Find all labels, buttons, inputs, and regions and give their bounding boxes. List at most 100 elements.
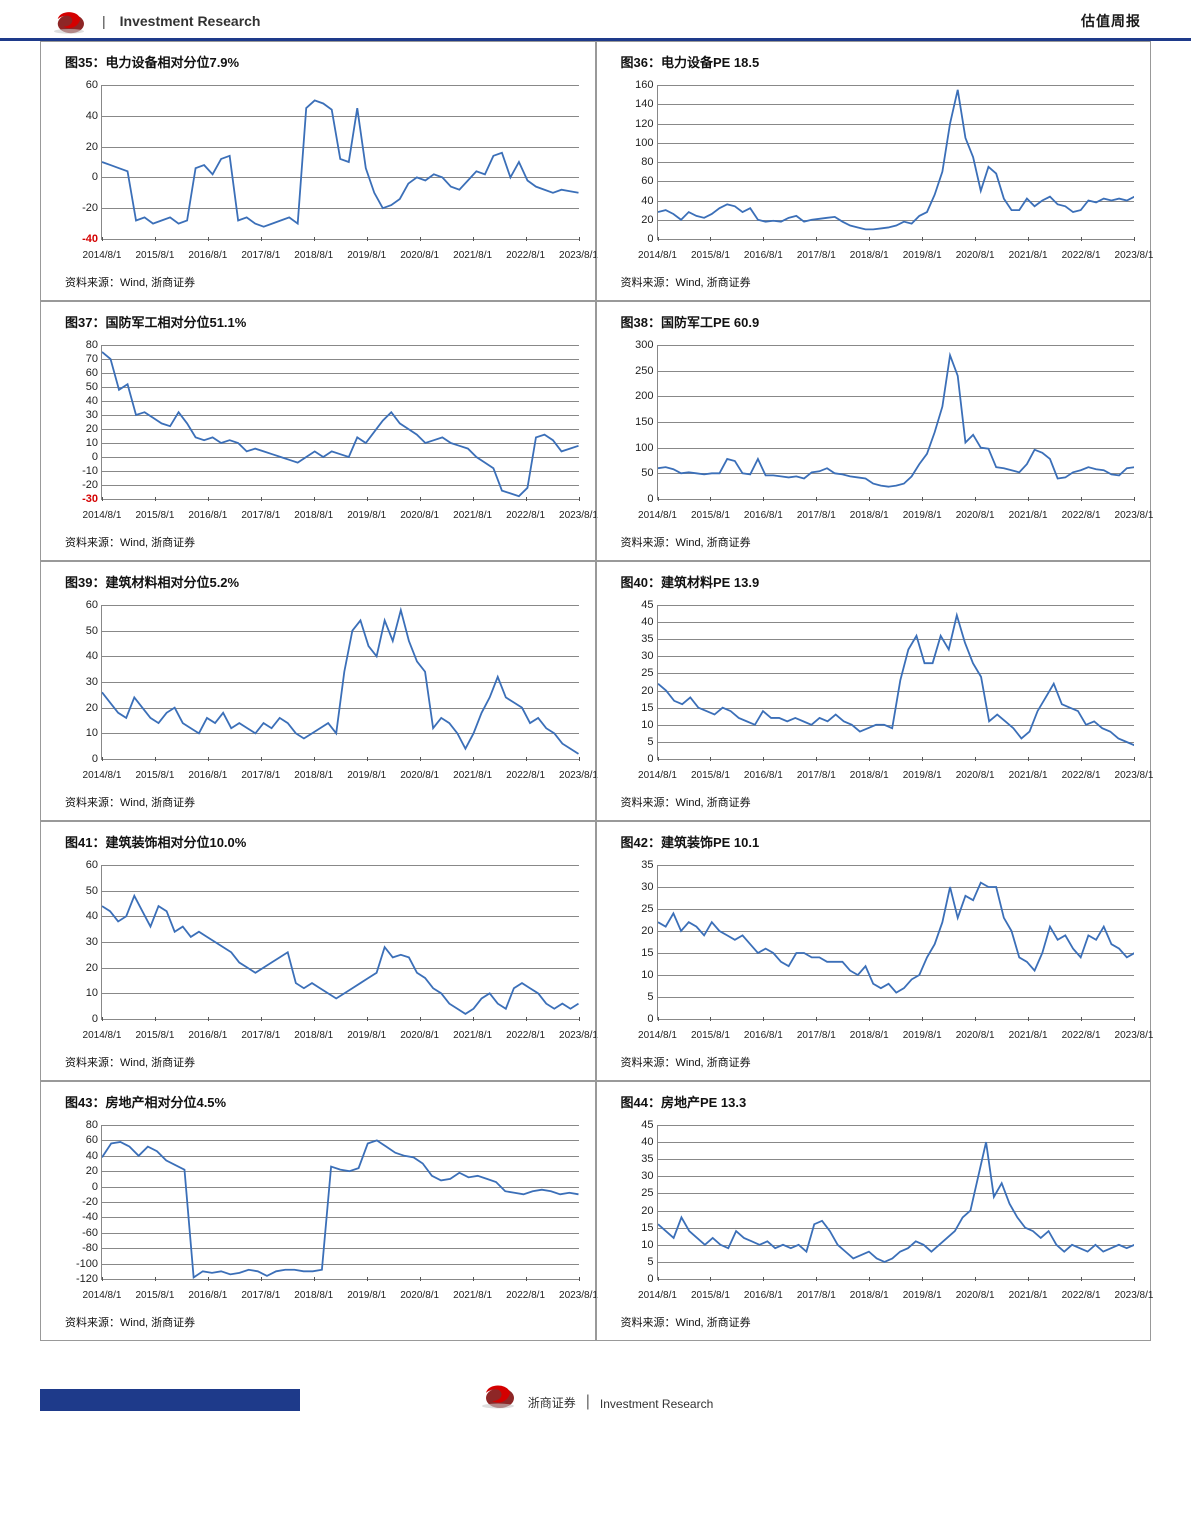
header-separator: |	[102, 13, 106, 29]
x-axis-label: 2021/8/1	[453, 1030, 492, 1041]
data-line	[102, 896, 579, 1014]
y-axis-label: 20	[614, 1205, 654, 1217]
header-left: | Investment Research	[50, 6, 260, 36]
x-axis-label: 2015/8/1	[691, 1290, 730, 1301]
y-axis-label: 60	[58, 1134, 98, 1146]
y-axis-label: 0	[58, 1181, 98, 1193]
y-axis-label: 5	[614, 991, 654, 1003]
x-axis-label: 2015/8/1	[691, 1030, 730, 1041]
chart-box: -30-20-10010203040506070802014/8/12015/8…	[101, 345, 579, 500]
x-axis-label: 2019/8/1	[347, 250, 386, 261]
x-tick	[579, 1017, 580, 1021]
page-footer: 浙商证券 | Investment Research	[0, 1371, 1191, 1411]
y-axis-label: 10	[58, 987, 98, 999]
chart-source-text: 资料来源：Wind, 浙商证券	[597, 266, 1151, 300]
y-axis-label: 40	[58, 650, 98, 662]
y-axis-label: 35	[614, 633, 654, 645]
x-axis-label: 2021/8/1	[453, 250, 492, 261]
x-axis-label: 2015/8/1	[135, 510, 174, 521]
x-axis-label: 2019/8/1	[347, 1290, 386, 1301]
x-axis-label: 2014/8/1	[83, 770, 122, 781]
chart-plot-area: 0204060801001201401602014/8/12015/8/1201…	[597, 81, 1151, 266]
chart-cell: 图42：建筑装饰PE 10.1051015202530352014/8/1201…	[596, 821, 1152, 1081]
y-axis-label: 15	[614, 947, 654, 959]
x-axis-label: 2021/8/1	[453, 510, 492, 521]
y-axis-label: 250	[614, 365, 654, 377]
y-axis-label: 100	[614, 137, 654, 149]
x-axis-label: 2014/8/1	[638, 1290, 677, 1301]
x-axis-label: 2022/8/1	[1062, 510, 1101, 521]
y-axis-label: 20	[58, 962, 98, 974]
chart-cell: 图35：电力设备相对分位7.9%-40-2002040602014/8/1201…	[40, 41, 596, 301]
gridline	[658, 239, 1135, 240]
y-axis-label: 50	[58, 381, 98, 393]
chart-plot-area: 01020304050602014/8/12015/8/12016/8/1201…	[41, 601, 595, 786]
x-axis-label: 2022/8/1	[1062, 770, 1101, 781]
x-axis-label: 2014/8/1	[638, 250, 677, 261]
chart-cell: 图37：国防军工相对分位51.1%-30-20-1001020304050607…	[40, 301, 596, 561]
y-axis-label: 0	[614, 1273, 654, 1285]
x-axis-label: 2017/8/1	[241, 770, 280, 781]
x-axis-label: 2023/8/1	[1115, 510, 1154, 521]
x-axis-label: 2016/8/1	[744, 510, 783, 521]
x-axis-label: 2021/8/1	[1009, 1030, 1048, 1041]
chart-box: 0204060801001201401602014/8/12015/8/1201…	[657, 85, 1135, 240]
x-axis-label: 2023/8/1	[559, 770, 598, 781]
x-tick	[579, 237, 580, 241]
x-tick	[1134, 1277, 1135, 1281]
y-axis-label: 60	[614, 175, 654, 187]
y-axis-label: 10	[58, 727, 98, 739]
chart-title: 图40：建筑材料PE 13.9	[597, 562, 1151, 601]
x-tick	[579, 757, 580, 761]
x-axis-label: 2020/8/1	[956, 770, 995, 781]
y-axis-label: 45	[614, 599, 654, 611]
chart-plot-area: 01020304050602014/8/12015/8/12016/8/1201…	[41, 861, 595, 1046]
x-axis-label: 2018/8/1	[850, 250, 889, 261]
x-axis-label: 2017/8/1	[241, 510, 280, 521]
y-axis-label: 30	[58, 409, 98, 421]
y-axis-label: 60	[58, 367, 98, 379]
chart-source-text: 资料来源：Wind, 浙商证券	[597, 1306, 1151, 1340]
y-axis-label: 20	[614, 214, 654, 226]
data-line	[102, 100, 579, 226]
x-axis-label: 2016/8/1	[188, 1030, 227, 1041]
x-axis-label: 2015/8/1	[135, 1030, 174, 1041]
x-tick	[1134, 757, 1135, 761]
y-axis-label: 5	[614, 1256, 654, 1268]
x-axis-label: 2023/8/1	[1115, 250, 1154, 261]
chart-title: 图36：电力设备PE 18.5	[597, 42, 1151, 81]
x-axis-label: 2017/8/1	[241, 1290, 280, 1301]
y-axis-label: 0	[614, 1013, 654, 1025]
gridline	[102, 239, 579, 240]
x-axis-label: 2023/8/1	[1115, 1030, 1154, 1041]
x-axis-label: 2023/8/1	[559, 510, 598, 521]
data-line	[658, 90, 1135, 230]
chart-svg	[102, 85, 579, 239]
x-axis-label: 2014/8/1	[83, 1030, 122, 1041]
y-axis-label: 20	[58, 141, 98, 153]
gridline	[102, 499, 579, 500]
x-axis-label: 2022/8/1	[506, 250, 545, 261]
y-axis-label: -100	[58, 1258, 98, 1270]
y-axis-label: 30	[58, 676, 98, 688]
data-line	[658, 355, 1135, 486]
data-line	[102, 1140, 579, 1277]
brand-logo-icon	[50, 6, 88, 36]
y-axis-label: 25	[614, 667, 654, 679]
chart-box: 0501001502002503002014/8/12015/8/12016/8…	[657, 345, 1135, 500]
y-axis-label: -30	[58, 493, 98, 505]
footer-brand-text: 浙商证券	[528, 1394, 576, 1411]
x-axis-label: 2017/8/1	[241, 250, 280, 261]
x-axis-label: 2022/8/1	[1062, 1030, 1101, 1041]
x-axis-label: 2023/8/1	[1115, 770, 1154, 781]
chart-title: 图38：国防军工PE 60.9	[597, 302, 1151, 341]
y-axis-label: 50	[58, 625, 98, 637]
chart-title: 图42：建筑装饰PE 10.1	[597, 822, 1151, 861]
x-axis-label: 2020/8/1	[400, 510, 439, 521]
chart-svg	[658, 1125, 1135, 1279]
y-axis-label: 0	[58, 1013, 98, 1025]
y-axis-label: 30	[614, 650, 654, 662]
chart-cell: 图38：国防军工PE 60.9 0501001502002503002014/8/…	[596, 301, 1152, 561]
chart-plot-area: 0510152025303540452014/8/12015/8/12016/8…	[597, 601, 1151, 786]
x-axis-label: 2021/8/1	[453, 1290, 492, 1301]
